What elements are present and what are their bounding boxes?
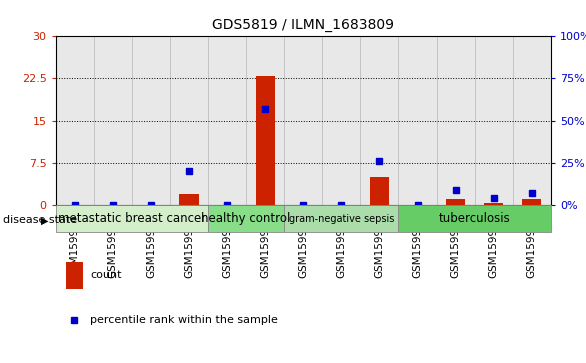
Bar bbox=[284, 36, 322, 205]
Bar bbox=[284, 205, 398, 232]
Text: metastatic breast cancer: metastatic breast cancer bbox=[58, 212, 206, 225]
Bar bbox=[446, 200, 465, 205]
Bar bbox=[246, 36, 284, 205]
Bar bbox=[170, 36, 208, 205]
Title: GDS5819 / ILMN_1683809: GDS5819 / ILMN_1683809 bbox=[212, 19, 394, 33]
Bar bbox=[398, 36, 437, 205]
Bar bbox=[522, 200, 541, 205]
Bar bbox=[94, 36, 132, 205]
Bar bbox=[56, 36, 94, 205]
Bar bbox=[322, 36, 360, 205]
Bar bbox=[255, 76, 275, 205]
Bar bbox=[66, 262, 83, 289]
Bar bbox=[208, 205, 284, 232]
Text: disease state: disease state bbox=[3, 215, 77, 225]
Text: gram-negative sepsis: gram-negative sepsis bbox=[289, 214, 394, 224]
Bar bbox=[484, 203, 503, 205]
Text: count: count bbox=[90, 270, 122, 280]
Bar bbox=[179, 194, 199, 205]
Bar bbox=[513, 36, 551, 205]
Text: percentile rank within the sample: percentile rank within the sample bbox=[90, 315, 278, 325]
Bar bbox=[208, 36, 246, 205]
Bar bbox=[56, 205, 208, 232]
Text: healthy control: healthy control bbox=[202, 212, 291, 225]
Bar bbox=[475, 36, 513, 205]
Bar bbox=[398, 205, 551, 232]
Bar bbox=[360, 36, 398, 205]
Bar bbox=[132, 36, 170, 205]
Bar bbox=[437, 36, 475, 205]
Text: tuberculosis: tuberculosis bbox=[439, 212, 510, 225]
Text: ▶: ▶ bbox=[41, 215, 49, 225]
Bar bbox=[370, 177, 389, 205]
